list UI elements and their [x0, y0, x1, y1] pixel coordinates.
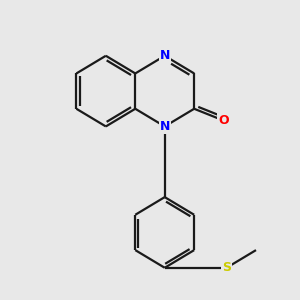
Text: O: O	[218, 114, 229, 127]
Text: N: N	[160, 49, 170, 62]
Text: N: N	[160, 120, 170, 133]
Text: S: S	[222, 261, 231, 274]
